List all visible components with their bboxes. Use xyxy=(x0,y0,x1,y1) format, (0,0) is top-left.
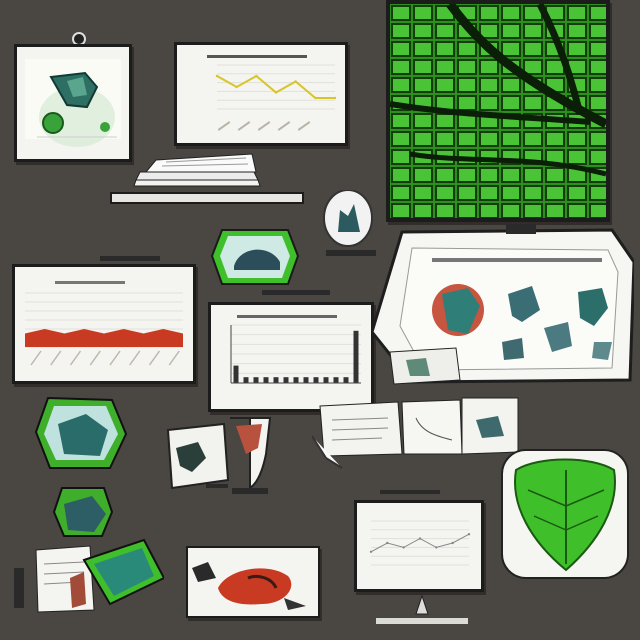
hex-specimen xyxy=(210,226,300,288)
bar xyxy=(313,377,319,383)
bar xyxy=(273,377,279,383)
axis-hatch xyxy=(148,350,161,366)
data-point xyxy=(451,541,454,545)
data-point xyxy=(435,546,438,549)
leaf-vein-texture-icon xyxy=(390,4,606,218)
bar xyxy=(243,377,249,383)
axis-hatch xyxy=(30,350,42,366)
bar xyxy=(343,377,349,383)
line-chart-board xyxy=(174,42,348,146)
axis-hatch xyxy=(50,350,62,366)
series-line xyxy=(370,533,470,553)
data-point xyxy=(467,533,471,536)
paper-stack xyxy=(126,150,268,190)
data-point xyxy=(402,546,405,549)
data-point xyxy=(333,96,337,100)
data-point xyxy=(215,74,219,78)
wave-chart-plot xyxy=(369,520,471,566)
axis-hatch xyxy=(89,350,101,366)
red-specimen-icon xyxy=(192,562,306,610)
chart-hanger xyxy=(100,256,160,261)
bar xyxy=(353,330,359,383)
bottom-left-sheets xyxy=(14,538,164,614)
bar xyxy=(253,377,259,383)
bar-chart-rail xyxy=(262,290,330,295)
line-chart-plot xyxy=(215,64,337,110)
bottom-base xyxy=(376,618,468,624)
bar xyxy=(303,377,309,383)
leaf-illustration-frame xyxy=(14,44,132,162)
series-line xyxy=(216,74,335,99)
axis-hatch xyxy=(69,350,82,366)
exhibit-display-case xyxy=(372,222,634,388)
specimen-card-left xyxy=(162,420,232,492)
data-point xyxy=(314,96,317,100)
data-point xyxy=(255,74,258,78)
notes-strip xyxy=(312,396,522,472)
data-point xyxy=(274,91,278,94)
bar-chart-plot xyxy=(230,324,361,384)
axis-hatch xyxy=(109,350,121,366)
teal-hex-specimen xyxy=(34,394,128,472)
chart-heading-line xyxy=(207,55,307,58)
data-point xyxy=(235,85,238,89)
axis-hatch xyxy=(129,350,141,366)
leaf-sketch-icon xyxy=(25,59,121,147)
small-teal-specimen xyxy=(52,484,114,540)
data-point xyxy=(386,541,389,545)
bar-chart-board xyxy=(208,302,374,412)
chart-heading-line xyxy=(237,315,337,318)
data-point xyxy=(369,550,373,553)
chart-heading-line xyxy=(55,281,125,284)
data-point xyxy=(418,537,422,540)
fallen-card xyxy=(386,346,462,386)
bar xyxy=(263,377,269,383)
bottom-pin xyxy=(410,592,434,618)
bar xyxy=(283,377,289,383)
axis-hatch xyxy=(168,350,180,366)
bar xyxy=(233,365,239,383)
wave-chart-rail xyxy=(380,490,440,494)
red-band-chart-plot xyxy=(25,292,183,366)
data-point xyxy=(294,80,297,83)
series-area xyxy=(25,329,183,347)
red-band-chart-board xyxy=(12,264,196,384)
leaf-texture-panel xyxy=(386,0,610,222)
bar xyxy=(293,377,299,383)
shelf-upper xyxy=(110,192,304,204)
specimen-card-right xyxy=(226,414,274,500)
bar xyxy=(333,377,339,383)
green-leaf-plaque xyxy=(498,446,632,582)
oval-specimen xyxy=(320,190,380,262)
bottom-specimen-card xyxy=(186,546,320,618)
bar xyxy=(323,377,329,383)
wave-chart-board xyxy=(354,500,484,592)
